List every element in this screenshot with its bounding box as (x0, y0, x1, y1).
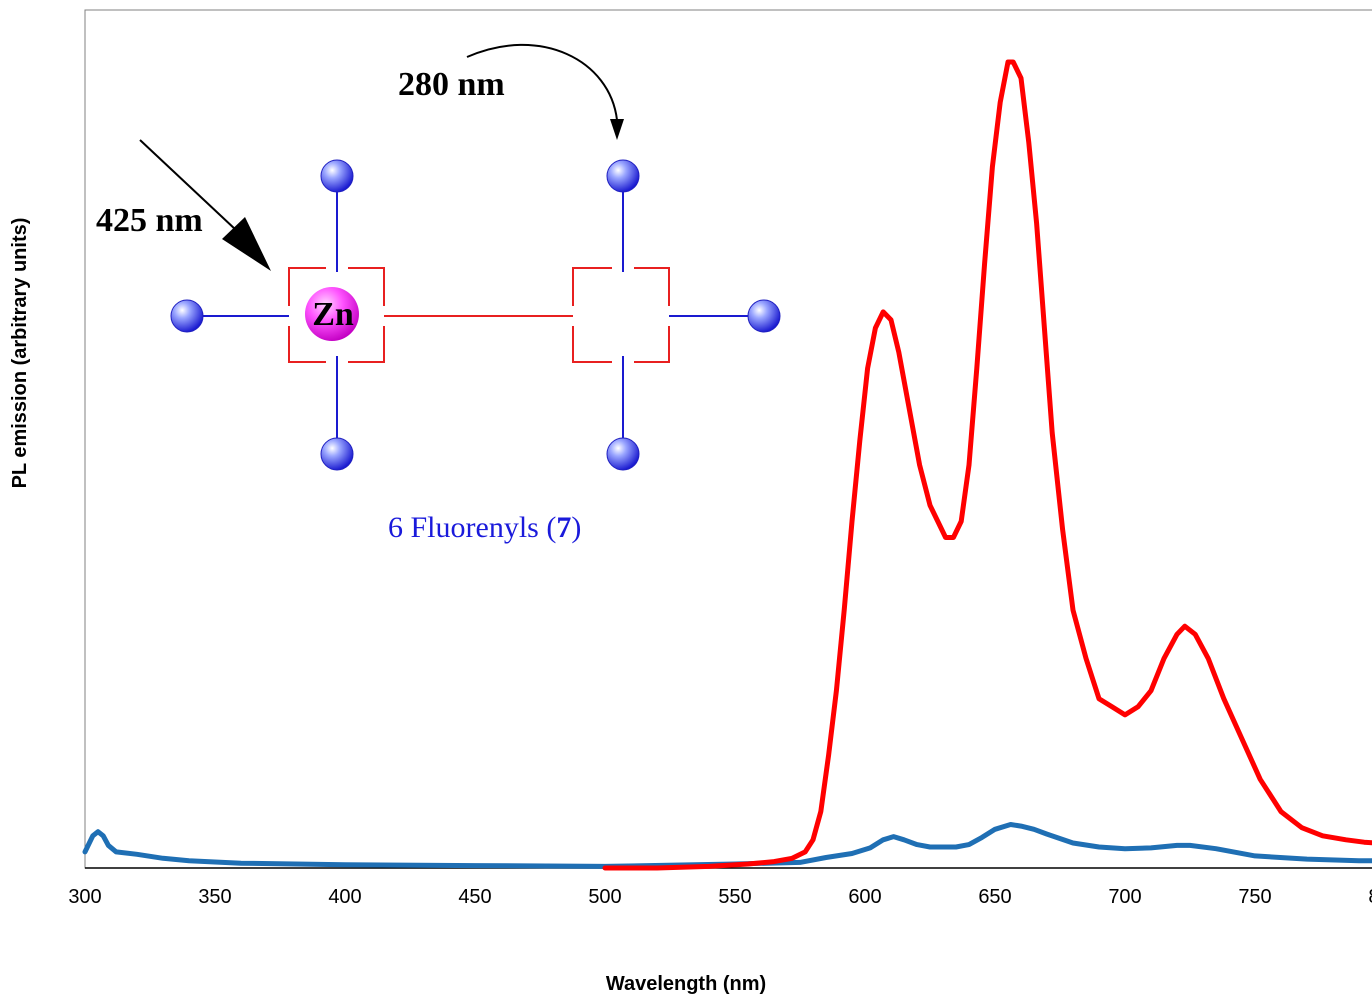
porphyrin-right (572, 267, 670, 363)
fluorenyl-ball (747, 299, 781, 333)
caption-suffix: ) (571, 511, 581, 544)
x-tick-label: 650 (978, 886, 1011, 908)
arrow-425-head (222, 217, 271, 271)
fluorenyl-ball (606, 437, 640, 471)
x-tick-label: 700 (1108, 886, 1141, 908)
arrow-425-shaft (139, 139, 237, 231)
x-tick-label: 500 (588, 886, 621, 908)
label-425-nm: 425 nm (96, 202, 203, 239)
fluorenyl-ball (606, 159, 640, 193)
zinc-label: Zn (312, 296, 354, 333)
series-lines (82, 59, 1372, 871)
y-axis-title: PL emission (arbitrary units) (9, 218, 31, 489)
x-tick-label: 750 (1238, 886, 1271, 908)
series-line-1 (602, 59, 1372, 871)
arrow-280-curve (466, 43, 618, 121)
x-tick-labels: 300 350 400 450 500 550 600 650 700 750 800 (68, 886, 1372, 908)
fluorenyl-ball (170, 299, 204, 333)
caption-prefix: 6 Fluorenyls ( (388, 511, 556, 544)
compound-caption: 6 Fluorenyls (7) (388, 511, 581, 544)
x-tick-label: 450 (458, 886, 491, 908)
x-tick-label: 550 (718, 886, 751, 908)
fluorenyl-ball (320, 437, 354, 471)
molecule-diagram: Zn 280 nm 425 nm 6 Fluorenyls (7) (96, 43, 781, 544)
series-line-0 (82, 822, 1372, 869)
arrow-280-head (610, 119, 624, 140)
zinc-atom (305, 287, 359, 341)
fluorenyl-ball (320, 159, 354, 193)
x-axis-title: Wavelength (nm) (606, 973, 766, 995)
plot-area (84, 9, 1372, 869)
label-280-nm: 280 nm (398, 66, 505, 103)
x-tick-label: 800 (1368, 886, 1372, 908)
caption-number: 7 (556, 511, 571, 544)
x-tick-label: 400 (328, 886, 361, 908)
x-tick-label: 300 (68, 886, 101, 908)
x-tick-label: 600 (848, 886, 881, 908)
x-tick-label: 350 (198, 886, 231, 908)
porphyrin-left (288, 267, 385, 363)
